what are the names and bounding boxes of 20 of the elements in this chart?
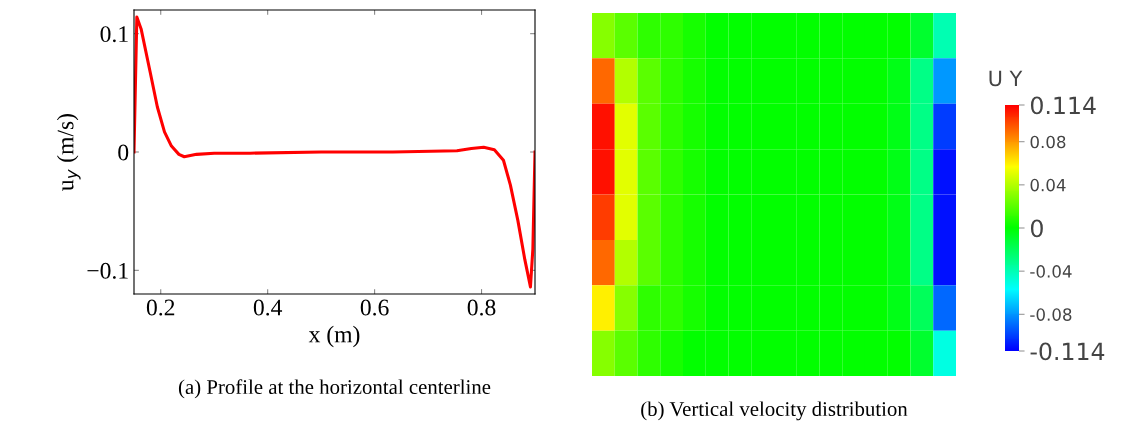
line-series xyxy=(134,15,535,289)
color-bar-label: 0.08 xyxy=(1030,135,1066,149)
text: (b) Vertical velocity distribution xyxy=(641,401,908,421)
x-axis-title: x (m) xyxy=(308,325,360,348)
y-axis-title: u$_{y}$ (m/s) xyxy=(56,114,81,191)
color-bar-label: 0.114 xyxy=(1030,96,1096,115)
color-bar-label: -0.114 xyxy=(1030,342,1105,361)
x-tick-label: 0.6 xyxy=(360,299,389,316)
text: (a) Profile at the horizontal centerline xyxy=(178,379,491,399)
x-tick-label: 0.8 xyxy=(467,299,496,316)
color-bar-label: -0.08 xyxy=(1030,308,1072,321)
x-tick-label: 0.2 xyxy=(146,299,175,316)
color-bar-label: -0.04 xyxy=(1030,265,1072,278)
color-bar-label: 0 xyxy=(1030,219,1043,238)
x-tick-label: 0.4 xyxy=(253,299,283,316)
color-bar-label: 0.04 xyxy=(1030,178,1066,192)
y-tick-label: −0.1 xyxy=(87,262,128,279)
color-bar-title: U Y xyxy=(989,70,1023,87)
y-tick-label: 0 xyxy=(118,144,129,161)
y-tick-label: 0.1 xyxy=(100,26,128,43)
